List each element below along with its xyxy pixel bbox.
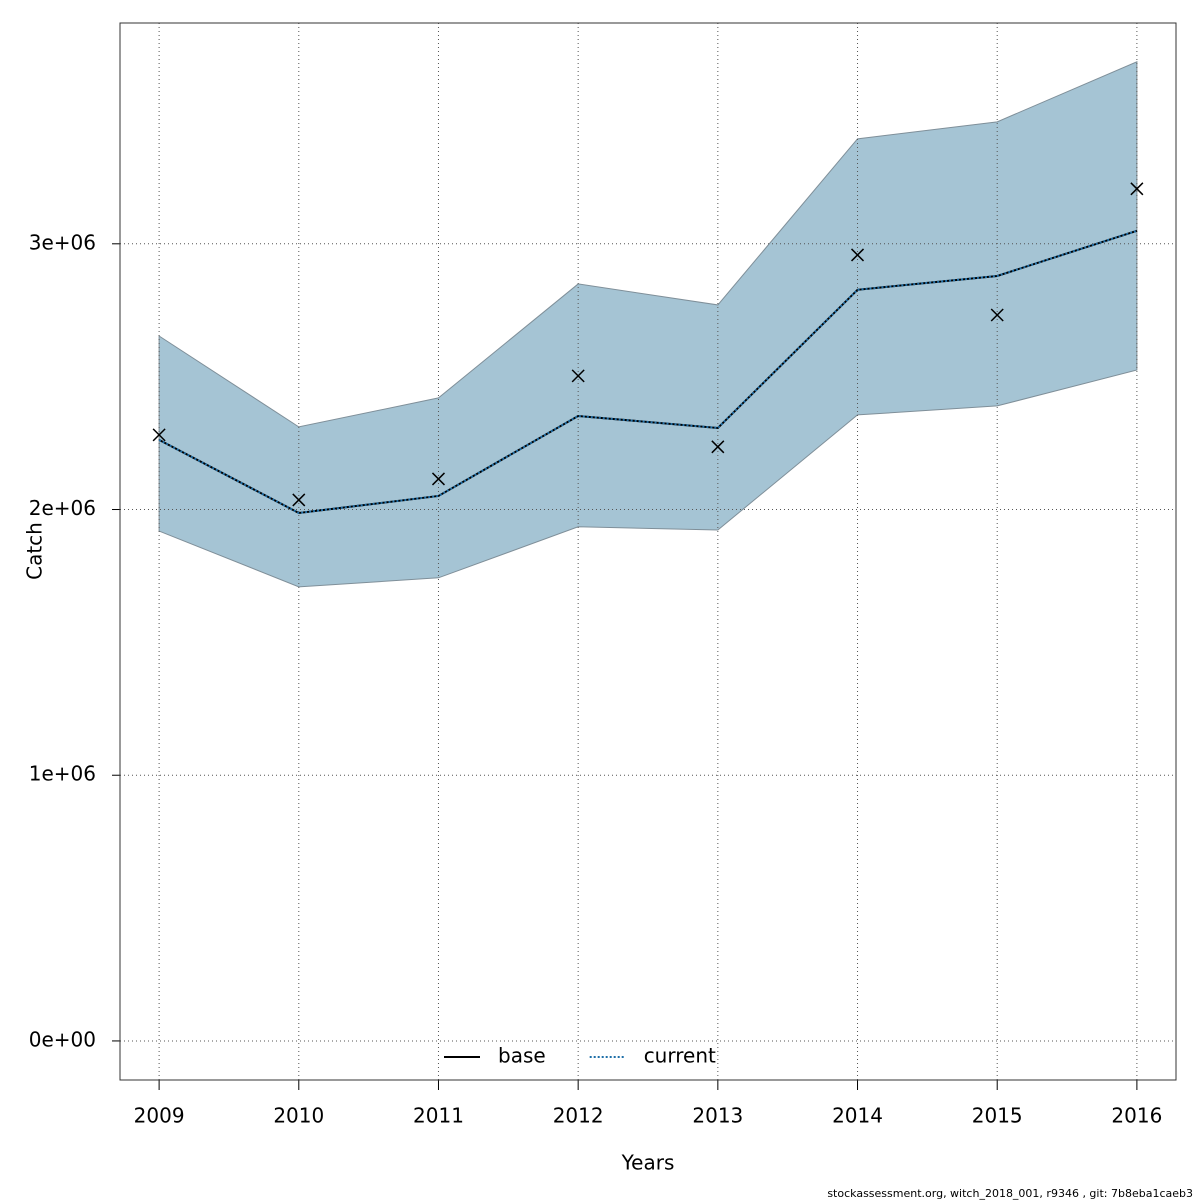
observation (571, 369, 585, 383)
x-tick-label: 2014 (832, 1104, 883, 1128)
observation (850, 248, 865, 262)
observation (292, 493, 306, 507)
legend-label: current (644, 1043, 716, 1067)
x-tick-label: 2013 (692, 1104, 743, 1128)
confidence-band (158, 61, 1138, 588)
x-tick-label: 2010 (273, 1104, 324, 1128)
observation (990, 308, 1004, 322)
x-tick-label: 2011 (413, 1104, 464, 1128)
y-tick-label: 2e+06 (29, 496, 96, 520)
plot-frame (119, 22, 1177, 1081)
x-tick-label: 2012 (553, 1104, 604, 1128)
line (158, 229, 1138, 515)
y-tick-label: 3e+06 (29, 230, 96, 254)
observation (152, 428, 166, 442)
observation (711, 440, 725, 454)
x-tick-label: 2015 (972, 1104, 1023, 1128)
x-tick-label: 2009 (134, 1104, 185, 1128)
y-axis-label: Catch (23, 522, 47, 580)
observation (431, 472, 446, 486)
y-tick-label: 0e+00 (29, 1027, 96, 1051)
observation (1130, 182, 1144, 196)
y-tick-label: 1e+06 (29, 762, 96, 786)
x-axis-label: Years (621, 1151, 675, 1175)
x-tick-label: 2016 (1111, 1104, 1162, 1128)
legend-label: base (498, 1043, 546, 1067)
footnote: stockassessment.org, witch_2018_001, r93… (827, 1187, 1193, 1200)
